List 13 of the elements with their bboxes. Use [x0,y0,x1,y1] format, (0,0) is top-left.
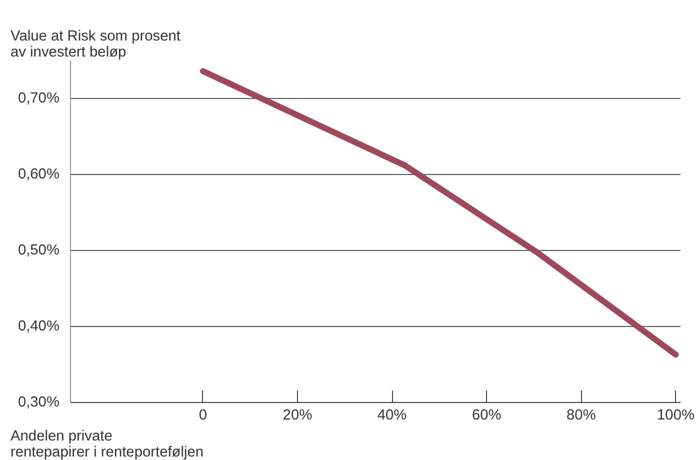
y-tick-label: 0,70% [18,90,60,106]
x-tick-label: 100% [657,408,695,424]
y-tick-label: 0,40% [18,318,60,334]
y-axis-title: Value at Risk som prosent av investert beløp [10,28,180,60]
y-tick-label: 0,50% [18,242,60,258]
x-tick-label: 40% [377,408,407,424]
x-tick-label: 20% [282,408,312,424]
x-tick-label: 80% [566,408,596,424]
x-tick-label: 60% [472,408,502,424]
x-tick-label: 0 [198,408,207,424]
x-axis-title: Andelen private rentepapirer i renteporteføljen [10,428,204,460]
y-tick-label: 0,30% [18,394,60,410]
y-tick-label: 0,60% [18,166,60,182]
